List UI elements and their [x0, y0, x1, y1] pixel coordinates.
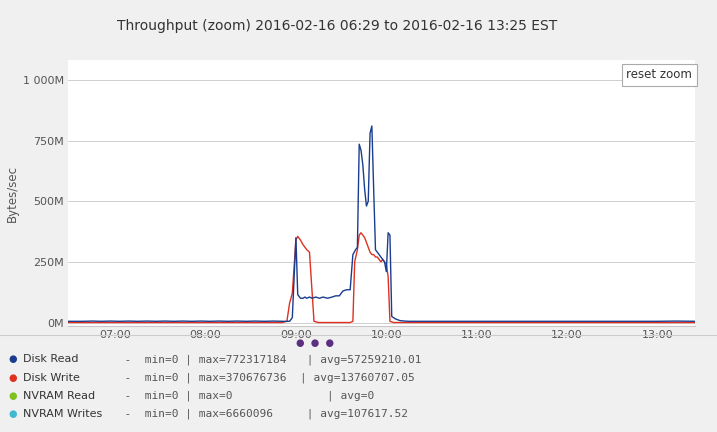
Text: ●: ● — [9, 409, 17, 419]
Text: Throughput (zoom) 2016-02-16 06:29 to 2016-02-16 13:25 EST: Throughput (zoom) 2016-02-16 06:29 to 20… — [117, 19, 557, 33]
Text: NVRAM Read: NVRAM Read — [23, 391, 95, 401]
Text: ●: ● — [9, 354, 17, 365]
Text: -  min=0 | max=772317184   | avg=57259210.01: - min=0 | max=772317184 | avg=57259210.0… — [111, 354, 422, 365]
Text: ●  ●  ●: ● ● ● — [297, 338, 334, 349]
Text: Disk Write: Disk Write — [23, 372, 80, 383]
Text: Disk Read: Disk Read — [23, 354, 78, 365]
Text: -  min=0 | max=370676736  | avg=13760707.05: - min=0 | max=370676736 | avg=13760707.0… — [111, 372, 415, 383]
Text: NVRAM Writes: NVRAM Writes — [23, 409, 103, 419]
Text: ●: ● — [9, 391, 17, 401]
Text: -  min=0 | max=6660096     | avg=107617.52: - min=0 | max=6660096 | avg=107617.52 — [111, 409, 408, 419]
Text: ●: ● — [9, 372, 17, 383]
Text: -  min=0 | max=0              | avg=0: - min=0 | max=0 | avg=0 — [111, 391, 374, 401]
Text: reset zoom: reset zoom — [627, 68, 693, 82]
Y-axis label: Bytes/sec: Bytes/sec — [6, 165, 19, 222]
